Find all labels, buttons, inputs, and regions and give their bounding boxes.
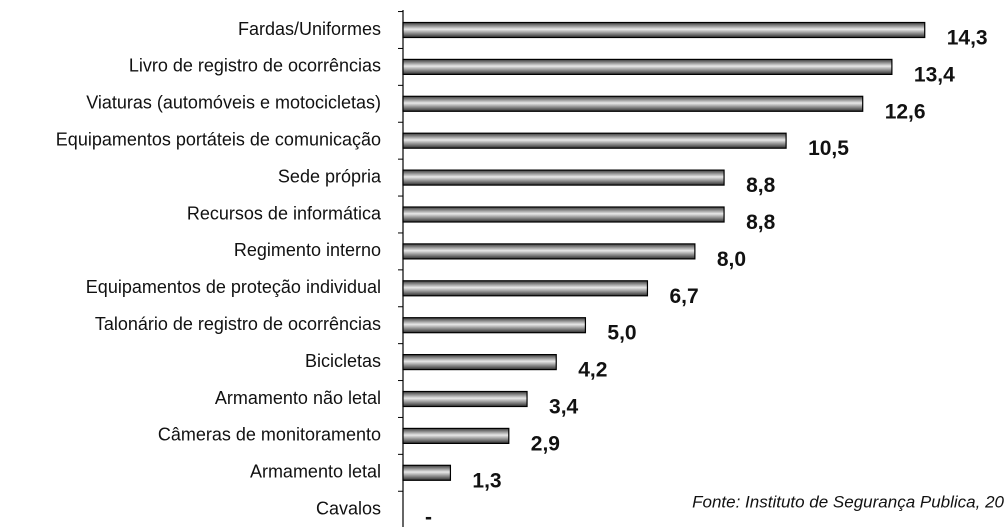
value-label: - xyxy=(425,506,432,527)
value-label: 12,6 xyxy=(885,100,926,123)
value-label: 13,4 xyxy=(914,63,955,86)
value-label: 8,8 xyxy=(746,211,776,234)
bar xyxy=(402,280,649,297)
value-label: 10,5 xyxy=(808,137,849,160)
y-tick-label: Talonário de registro de ocorrências xyxy=(95,314,381,334)
bar xyxy=(402,354,557,371)
y-tick-label: Regimento interno xyxy=(234,240,381,260)
y-tick-label: Recursos de informática xyxy=(187,203,382,223)
bar xyxy=(402,243,696,260)
y-tick-label: Armamento letal xyxy=(250,462,381,482)
bar xyxy=(402,464,452,481)
y-tick-label: Livro de registro de ocorrências xyxy=(129,56,381,76)
y-tick-label: Câmeras de monitoramento xyxy=(158,425,381,445)
value-label: 6,7 xyxy=(669,285,698,308)
y-tick-label: Cavalos xyxy=(316,498,381,518)
y-tick-label: Fardas/Uniformes xyxy=(238,19,381,39)
bar xyxy=(402,132,787,149)
y-tick-label: Equipamentos de proteção individual xyxy=(86,277,381,297)
source-note: Fonte: Instituto de Segurança Publica, 2… xyxy=(692,492,1004,511)
bar xyxy=(402,21,926,39)
value-label: 4,2 xyxy=(578,359,607,382)
y-tick-label: Equipamentos portáteis de comunicação xyxy=(56,129,381,149)
bar xyxy=(402,390,528,408)
value-label: 14,3 xyxy=(947,27,988,50)
value-label: 3,4 xyxy=(549,396,579,419)
y-tick-label: Viaturas (automóveis e motocicletas) xyxy=(86,93,381,113)
y-tick-label: Armamento não letal xyxy=(215,388,381,408)
bar xyxy=(402,95,864,112)
value-label: 5,0 xyxy=(607,322,636,345)
value-label: 1,3 xyxy=(472,469,501,492)
bar xyxy=(402,169,725,186)
value-label: 8,8 xyxy=(746,174,776,197)
value-label: 2,9 xyxy=(531,432,560,455)
value-label: 8,0 xyxy=(717,248,746,271)
bar xyxy=(402,206,725,223)
bar xyxy=(402,58,893,76)
bar xyxy=(402,427,510,444)
y-tick-label: Sede própria xyxy=(278,166,382,186)
bar xyxy=(402,317,587,334)
y-tick-label: Bicicletas xyxy=(305,351,381,371)
